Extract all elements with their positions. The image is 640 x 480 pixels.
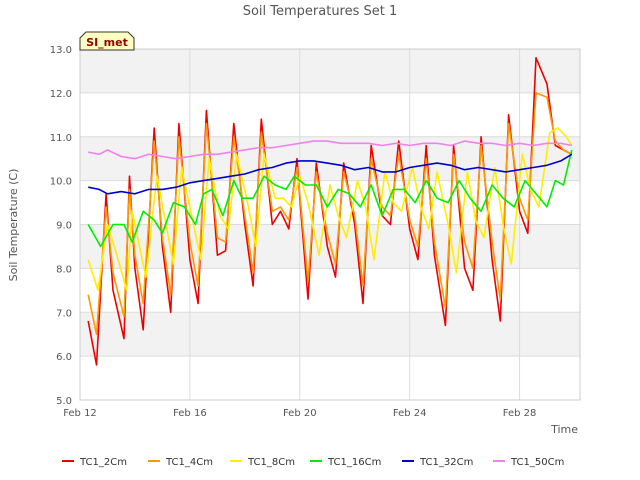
x-tick-label: Feb 20 [283,408,317,419]
series-line-tc1_4cm [87,92,573,336]
y-tick-label: 5.0 [56,396,72,407]
y-tick-label: 6.0 [56,352,72,363]
legend: TC1_2Cm TC1_4Cm TC1_8Cm TC1_16Cm TC1_32Cm TC1… [62,457,564,468]
y-tick-label: 13.0 [50,45,72,56]
y-tick-label: 10.0 [50,177,72,188]
site-badge-box [79,31,135,51]
series-lines [87,56,573,366]
legend-label: TC1_16Cm [327,457,381,468]
y-tick-label: 9.0 [56,221,72,232]
site-badge-label: SI_met [86,36,128,49]
x-tick-label: Feb 28 [503,408,537,419]
y-tick-label: 7.0 [56,308,72,319]
series-line-tc1_8cm [87,127,573,292]
x-tick-label: Feb 24 [393,408,427,419]
y-axis-label: Soil Temperature (C) [7,169,20,282]
x-tick-label: Feb 12 [63,408,97,419]
legend-label: TC1_2Cm [79,457,127,468]
series-line-tc1_16cm [87,149,573,248]
axes: 5.0 6.0 7.0 8.0 9.0 10.0 11.0 12.0 13.0 Feb 12 Feb… [50,45,581,419]
y-tick-label: 11.0 [50,133,72,144]
legend-label: TC1_32Cm [419,457,473,468]
x-axis-label: Time [550,423,578,436]
chart-title: Soil Temperatures Set 1 [243,4,398,19]
band [80,312,580,357]
legend-label: TC1_4Cm [165,457,213,468]
site-badge: SI_met [79,31,135,51]
y-tick-label: 8.0 [56,264,72,275]
legend-label: TC1_50Cm [510,457,564,468]
band [80,49,580,93]
plot-border [79,48,581,401]
legend-label: TC1_8Cm [247,457,295,468]
y-tick-label: 12.0 [50,89,72,100]
x-tick-label: Feb 16 [173,408,207,419]
series-line-tc1_50cm [88,140,572,160]
series-line-tc1_32cm [88,153,573,195]
